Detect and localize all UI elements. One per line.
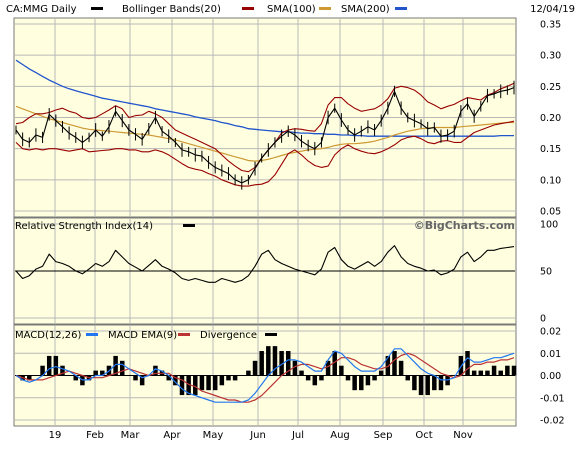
- divergence-label: Divergence: [200, 330, 257, 341]
- sma100-legend-swatch: [319, 7, 331, 10]
- macd-ema-line: [15, 352, 515, 403]
- bollinger-legend-swatch: [242, 7, 254, 10]
- x-tick-label: Jul: [291, 430, 304, 441]
- x-tick-label: Nov: [453, 430, 473, 441]
- y-tick-label: 0.15: [540, 144, 561, 155]
- y-tick-label: 0.01: [540, 349, 561, 360]
- header-legend: CA:MMG Daily Bollinger Bands(20) SMA(100…: [6, 4, 575, 15]
- macd-series: [15, 346, 517, 403]
- x-tick-label: Aug: [330, 430, 350, 441]
- bollinger-lower-line: [15, 120, 515, 187]
- sma200-label: SMA(200): [341, 4, 390, 15]
- rsi-legend-swatch: [183, 224, 195, 227]
- x-tick-label: Sep: [374, 430, 393, 441]
- bigcharts-watermark: ©BigCharts.com: [414, 219, 515, 232]
- macd-line: [15, 348, 515, 403]
- price-legend-swatch: [91, 7, 103, 10]
- price-grid: [15, 19, 515, 216]
- macd-ema-legend-swatch: [178, 333, 190, 336]
- x-tick-label: May: [203, 430, 224, 441]
- y-tick-label: 0.25: [540, 82, 561, 93]
- sma100-label: SMA(100): [267, 4, 316, 15]
- divergence-legend-swatch: [265, 333, 277, 336]
- rsi-line: [15, 245, 515, 283]
- y-tick-label: 0.10: [540, 175, 561, 186]
- y-tick-label: 0.00: [540, 371, 561, 382]
- sma200-legend-swatch: [395, 7, 407, 10]
- y-tick-label: 0.20: [540, 113, 561, 124]
- x-tick-label: Apr: [163, 430, 181, 441]
- price-panel: 0.35 0.30 0.25 0.20 0.15 0.10 0.05: [13, 17, 561, 218]
- rsi-series: [15, 245, 515, 283]
- x-axis-labels: 19 Feb Mar Apr May Jun Jul Aug Sep Oct Nov: [49, 430, 473, 441]
- price-y-axis: 0.35 0.30 0.25 0.20 0.15 0.10 0.05: [540, 20, 561, 218]
- y-tick-label: 0.35: [540, 20, 561, 31]
- y-tick-label: 0: [540, 314, 546, 325]
- y-tick-label: 50: [540, 267, 552, 278]
- x-tick-label: Oct: [415, 430, 432, 441]
- chart-date: 12/04/19: [530, 4, 575, 15]
- sma200-line: [15, 59, 514, 137]
- x-tick-label: Jun: [249, 430, 266, 441]
- x-tick-label: Feb: [86, 430, 104, 441]
- price-line: [15, 87, 515, 184]
- y-tick-label: 0.05: [540, 207, 561, 218]
- y-tick-label: 0.02: [540, 327, 561, 338]
- rsi-y-axis: 100 50 0: [540, 220, 558, 325]
- x-tick-label: Mar: [121, 430, 141, 441]
- rsi-panel: Relative Strength Index(14) ©BigCharts.c…: [13, 217, 558, 325]
- x-tick-label: 19: [49, 430, 62, 441]
- macd-panel: MACD(12,26) MACD EMA(9) Divergence 0.020…: [13, 324, 565, 427]
- y-tick-label: -0.01: [540, 393, 565, 404]
- macd-y-axis: 0.02 0.01 0.00 -0.01 -0.02: [540, 327, 565, 427]
- macd-ema-label: MACD EMA(9): [108, 330, 177, 341]
- y-tick-label: 0.30: [540, 51, 561, 62]
- y-tick-label: 100: [540, 220, 558, 231]
- price-series: [15, 59, 515, 190]
- macd-label: MACD(12,26): [15, 330, 82, 341]
- rsi-label: Relative Strength Index(14): [15, 221, 153, 232]
- y-tick-label: -0.02: [540, 416, 565, 427]
- symbol-label: CA:MMG Daily: [6, 4, 77, 15]
- bollinger-label: Bollinger Bands(20): [122, 4, 221, 15]
- macd-legend-swatch: [86, 333, 98, 336]
